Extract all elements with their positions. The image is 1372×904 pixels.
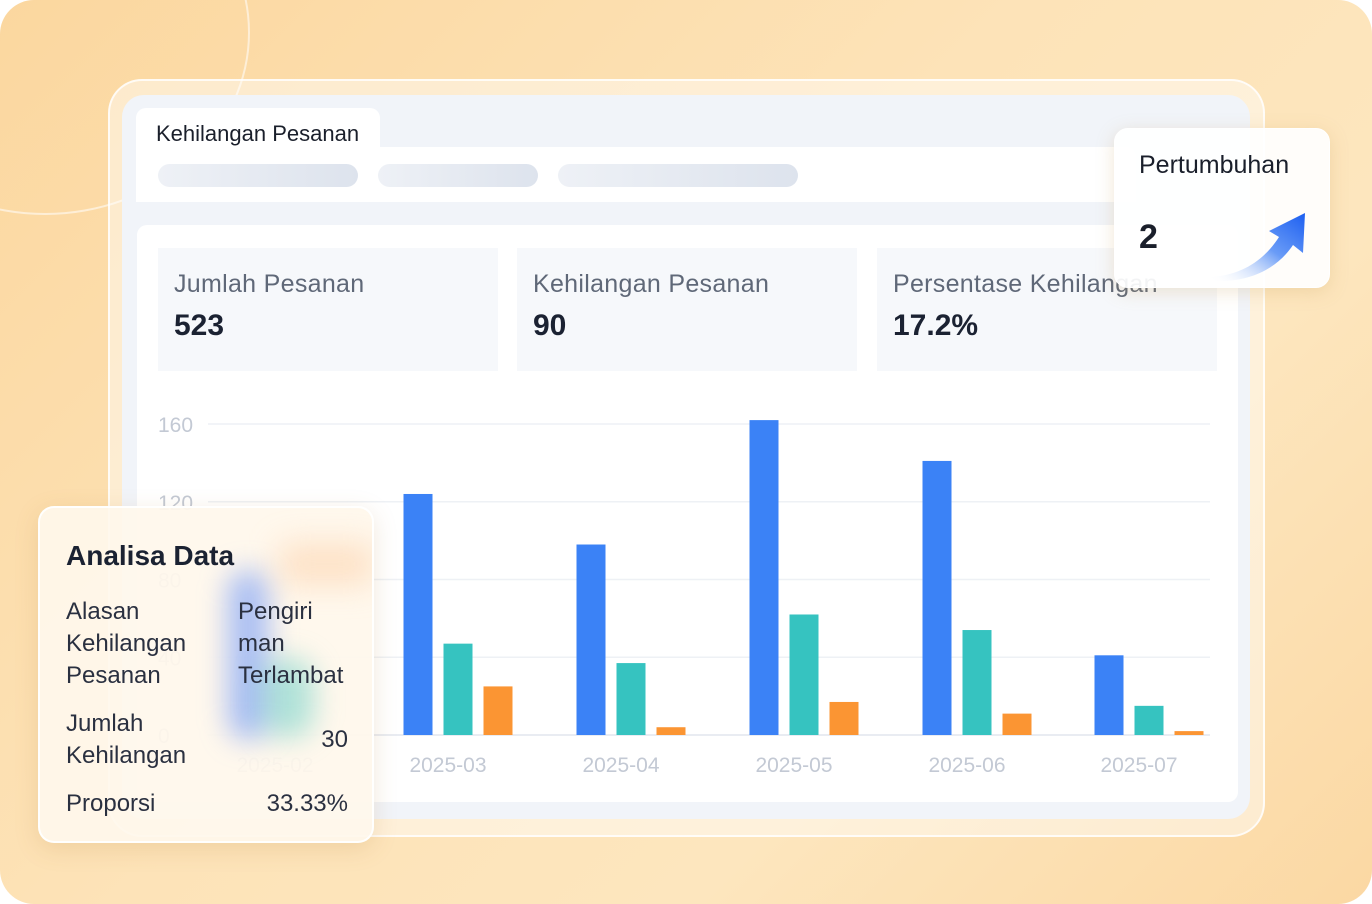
proportion-label: Proporsi — [66, 790, 156, 817]
growth-title: Pertumbuhan — [1139, 151, 1290, 179]
chart-bar — [403, 493, 433, 735]
chart-bar — [1094, 655, 1124, 735]
chart-bar — [922, 460, 952, 735]
tab-kehilangan-pesanan[interactable]: Kehilangan Pesanan — [136, 108, 380, 153]
proportion-value: 33.33% — [266, 790, 348, 817]
placeholder-pill — [378, 164, 538, 187]
loss-count-label: Jumlah Kehilangan — [66, 710, 187, 769]
stat-value: 17.2% — [893, 309, 979, 342]
placeholder-pill — [158, 164, 358, 187]
placeholder-pill — [558, 164, 798, 187]
chart-bar — [1134, 705, 1164, 735]
x-tick-label: 2025-04 — [582, 754, 659, 777]
x-tick-label: 2025-05 — [755, 754, 832, 777]
analysis-card: Analisa Data Alasan Kehilangan Pesanan P… — [38, 506, 374, 843]
chart-bar — [656, 727, 686, 735]
chart-bar — [616, 663, 646, 735]
stat-card-kehilangan-pesanan: Kehilangan Pesanan 90 — [517, 248, 857, 371]
reason-value: Pengiri man Terlambat — [238, 598, 344, 689]
analysis-title: Analisa Data — [66, 540, 235, 571]
chart-bar — [443, 643, 473, 735]
chart-bar — [1174, 731, 1204, 735]
growth-card: Pertumbuhan 2 — [1114, 128, 1330, 288]
stat-label: Persentase Kehilangan — [893, 270, 1158, 298]
stat-value: 523 — [174, 309, 225, 342]
y-tick-label: 160 — [158, 414, 193, 437]
x-tick-label: 2025-06 — [928, 754, 1005, 777]
chart-bar — [749, 420, 779, 735]
stat-label: Kehilangan Pesanan — [533, 270, 770, 298]
chart-bar — [789, 614, 819, 735]
stat-card-jumlah-pesanan: Jumlah Pesanan 523 — [158, 248, 498, 371]
chart-bar — [483, 686, 513, 735]
loss-count-value: 30 — [321, 726, 348, 753]
growth-value: 2 — [1139, 218, 1158, 256]
chart-bar — [962, 630, 992, 735]
chart-bar — [1002, 713, 1032, 735]
x-tick-label: 2025-03 — [409, 754, 486, 777]
chart-bar — [829, 701, 859, 735]
chart-bar — [576, 544, 606, 735]
stat-value: 90 — [533, 309, 567, 342]
arrow-up-right-icon — [1211, 213, 1305, 282]
x-tick-label: 2025-07 — [1100, 754, 1177, 777]
stat-label: Jumlah Pesanan — [174, 270, 365, 298]
reason-label: Alasan Kehilangan Pesanan — [66, 598, 187, 689]
